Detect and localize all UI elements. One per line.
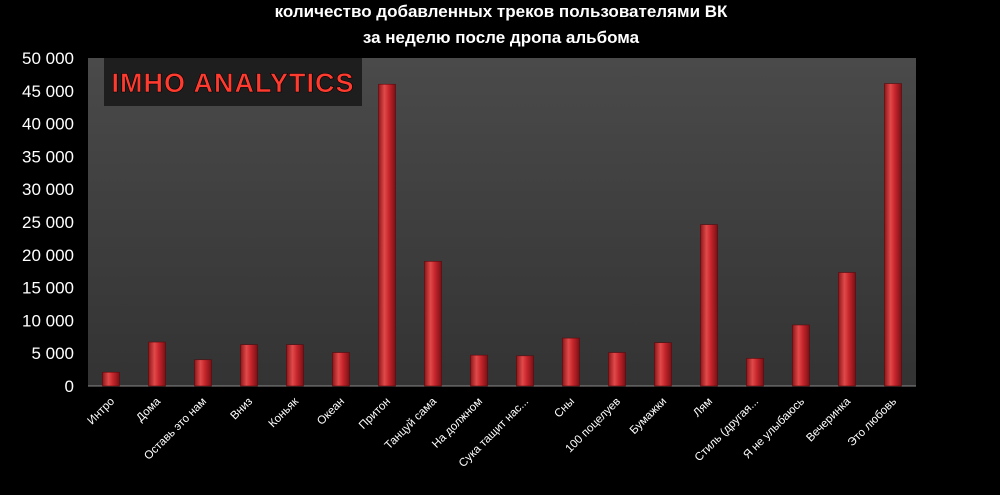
bar bbox=[470, 354, 488, 387]
bar bbox=[286, 344, 304, 387]
x-tick-label: Это любовь bbox=[846, 396, 899, 449]
bar bbox=[516, 355, 534, 387]
bar bbox=[562, 337, 580, 387]
bar bbox=[884, 83, 902, 387]
logo-background bbox=[104, 58, 362, 106]
bar bbox=[746, 358, 764, 387]
y-tick-label: 5 000 bbox=[31, 344, 74, 363]
bar bbox=[240, 344, 258, 387]
watermark-logo: IMHO ANALYTICS bbox=[111, 68, 354, 98]
bar bbox=[378, 83, 396, 387]
y-tick-label: 35 000 bbox=[22, 147, 74, 166]
y-tick-label: 30 000 bbox=[22, 180, 74, 199]
chart-title-line1: количество добавленных треков пользовате… bbox=[275, 2, 728, 21]
x-tick-label: Вниз bbox=[228, 396, 255, 423]
y-tick-label: 15 000 bbox=[22, 279, 74, 298]
x-tick-label: Вечеринка bbox=[804, 395, 853, 444]
bars-group bbox=[102, 83, 902, 387]
y-tick-label: 20 000 bbox=[22, 246, 74, 265]
bar bbox=[792, 324, 810, 387]
y-tick-label: 0 bbox=[65, 377, 74, 396]
bar bbox=[654, 342, 672, 387]
bar bbox=[608, 352, 626, 387]
x-tick-label: Лям bbox=[691, 396, 715, 420]
y-tick-label: 50 000 bbox=[22, 49, 74, 68]
x-tick-label: Интро bbox=[86, 396, 118, 428]
y-tick-label: 40 000 bbox=[22, 115, 74, 134]
bar bbox=[838, 272, 856, 387]
chart-title-line2: за неделю после дропа альбома bbox=[363, 28, 640, 47]
y-tick-label: 45 000 bbox=[22, 82, 74, 101]
x-tick-label: Дома bbox=[134, 395, 163, 424]
plot-area bbox=[88, 58, 916, 386]
x-tick-label: Бумажки bbox=[628, 396, 669, 437]
y-tick-label: 10 000 bbox=[22, 311, 74, 330]
y-axis: 0 5 000 10 000 15 000 20 000 25 000 30 000 35 0… bbox=[22, 49, 74, 396]
bar bbox=[148, 341, 166, 387]
x-tick-label: Коньяк bbox=[267, 395, 302, 430]
bar bbox=[194, 359, 212, 387]
y-tick-label: 25 000 bbox=[22, 213, 74, 232]
bar bbox=[332, 352, 350, 387]
x-tick-label: Притон bbox=[357, 396, 393, 432]
bar bbox=[102, 371, 120, 387]
x-tick-label: Океан bbox=[315, 396, 347, 428]
bar bbox=[424, 261, 442, 387]
x-tick-label: Сны bbox=[552, 396, 577, 421]
bar bbox=[700, 224, 718, 387]
